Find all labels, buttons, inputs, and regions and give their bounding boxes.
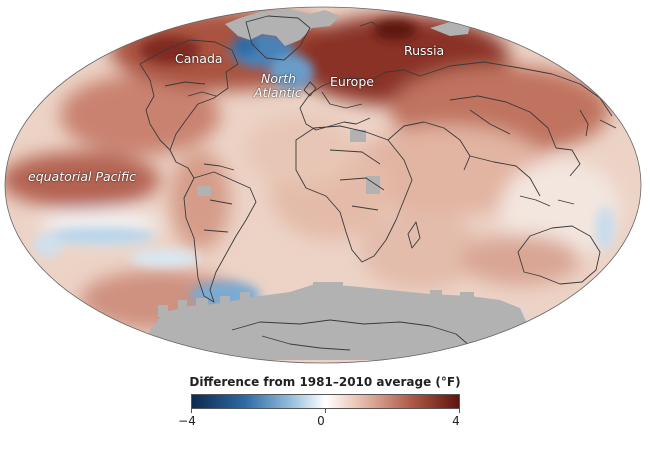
label-europe: Europe [330,74,374,89]
colorbar-tick-mid [325,409,326,413]
colorbar-tick-min [191,409,192,413]
map-svg [4,6,642,364]
colorbar-tick-max [459,409,460,413]
colorbar-label-mid: 0 [317,414,325,428]
temperature-anomaly-map [4,6,642,364]
label-equatorial-pacific: equatorial Pacific [28,169,136,184]
label-north-atlantic-line1: North [261,71,296,86]
colorbar-label-min: −4 [178,414,196,428]
colorbar [191,394,460,409]
label-russia: Russia [404,43,445,58]
coastlines [139,15,625,351]
label-canada: Canada [175,51,223,66]
label-north-atlantic-line2: Atlantic [254,85,302,100]
legend-title: Difference from 1981–2010 average (°F) [189,375,461,389]
globe-anomaly-field [5,7,641,363]
globe-outline [4,6,642,364]
colorbar-label-max: 4 [452,414,460,428]
